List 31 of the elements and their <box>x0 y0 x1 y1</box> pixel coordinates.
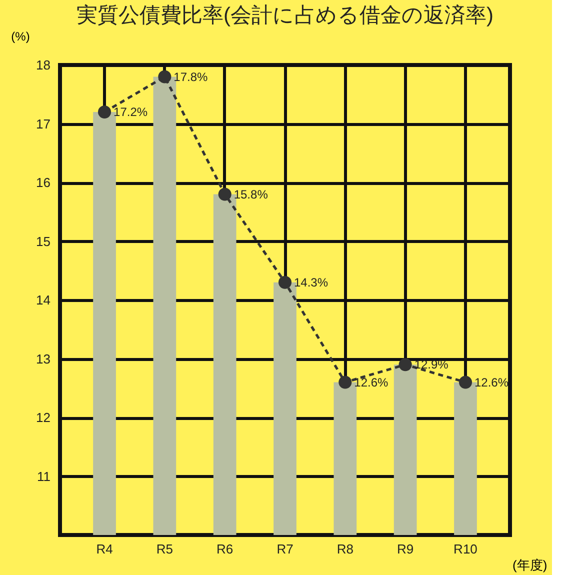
data-label: 12.9% <box>414 358 449 372</box>
data-label: 17.8% <box>174 70 208 84</box>
chart-title: 実質公債費比率(会計に占める借金の返済率) <box>76 4 494 27</box>
point <box>398 358 412 372</box>
x-tick-label: R5 <box>156 542 173 556</box>
y-tick-label: 16 <box>36 175 50 190</box>
point <box>98 105 112 119</box>
point <box>218 188 232 201</box>
y-tick-label: 12 <box>36 410 50 425</box>
x-tick-label: R9 <box>397 542 414 556</box>
y-tick-label: 17 <box>36 116 50 132</box>
data-label: 14.3% <box>294 275 328 290</box>
x-tick-label: R10 <box>454 542 478 556</box>
x-tick-label: R8 <box>336 542 354 556</box>
point <box>158 70 172 84</box>
point <box>338 376 352 389</box>
x-tick-label: R6 <box>216 542 234 556</box>
x-tick-label: R7 <box>276 542 294 556</box>
data-label: 17.2% <box>114 105 148 119</box>
data-label: 15.8% <box>234 187 268 202</box>
data-label: 12.6% <box>354 375 389 390</box>
y-tick-label: 15 <box>36 234 50 249</box>
y-tick-label: 18 <box>36 58 50 72</box>
x-axis-title: (年度) <box>512 558 548 572</box>
y-tick-label: 11 <box>37 468 50 484</box>
point <box>458 376 472 389</box>
y-tick-label: 14 <box>36 292 50 308</box>
y-axis-title: (%) <box>11 30 30 44</box>
y-tick-label: 13 <box>36 351 50 366</box>
x-tick-label: R4 <box>96 542 113 556</box>
point <box>278 276 292 289</box>
